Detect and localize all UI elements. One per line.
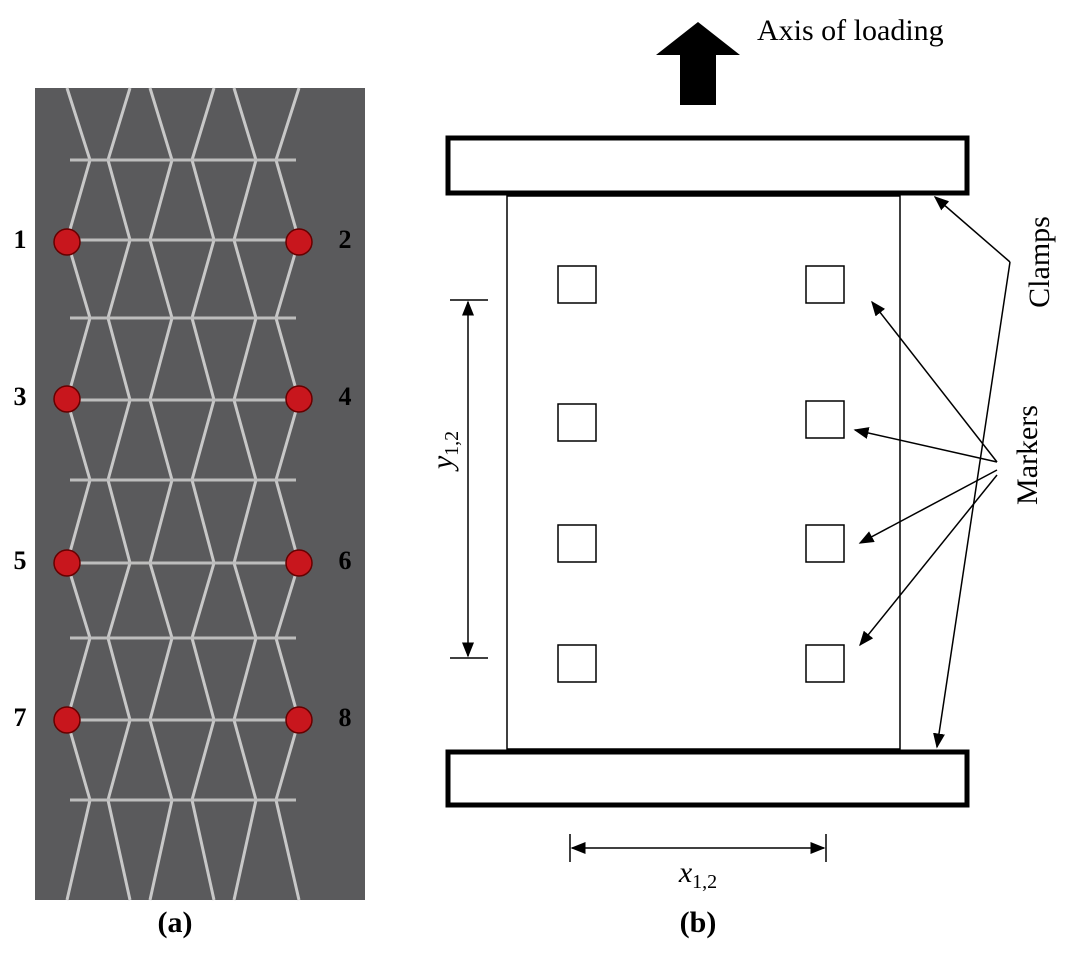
clamps-label: Clamps — [1023, 216, 1056, 308]
marker-dot — [286, 707, 312, 733]
load-arrow — [656, 22, 740, 105]
y-symbol: y — [426, 455, 459, 472]
y-subscript: 1,2 — [441, 431, 463, 456]
marker-number: 7 — [14, 703, 27, 732]
marker-dot — [54, 229, 80, 255]
load-label: Axis of loading — [757, 14, 944, 47]
bottom-clamp — [448, 752, 967, 805]
caption-b: (b) — [680, 906, 717, 939]
marker-number: 8 — [339, 703, 352, 732]
top-clamp — [448, 138, 967, 193]
specimen-photo — [35, 88, 365, 900]
marker-number: 3 — [14, 382, 27, 411]
x-subscript: 1,2 — [692, 871, 717, 893]
marker-number: 4 — [339, 382, 352, 411]
marker-dot — [54, 707, 80, 733]
marker-dot — [286, 550, 312, 576]
marker-dot — [286, 229, 312, 255]
marker-number: 1 — [14, 225, 27, 254]
marker-number: 5 — [14, 546, 27, 575]
x-symbol: x — [678, 856, 693, 889]
x-dimension-label: x1,2 — [678, 856, 717, 893]
caption-a: (a) — [158, 906, 193, 939]
y-dimension-label: y1,2 — [426, 431, 463, 472]
marker-dot — [54, 550, 80, 576]
marker-dot — [54, 386, 80, 412]
marker-number: 2 — [339, 225, 352, 254]
marker-dot — [286, 386, 312, 412]
figure: 12345678 (a) Axis of loading y1,2 x1,2 C… — [0, 0, 1069, 953]
markers-label: Markers — [1011, 405, 1044, 505]
marker-number: 6 — [339, 546, 352, 575]
